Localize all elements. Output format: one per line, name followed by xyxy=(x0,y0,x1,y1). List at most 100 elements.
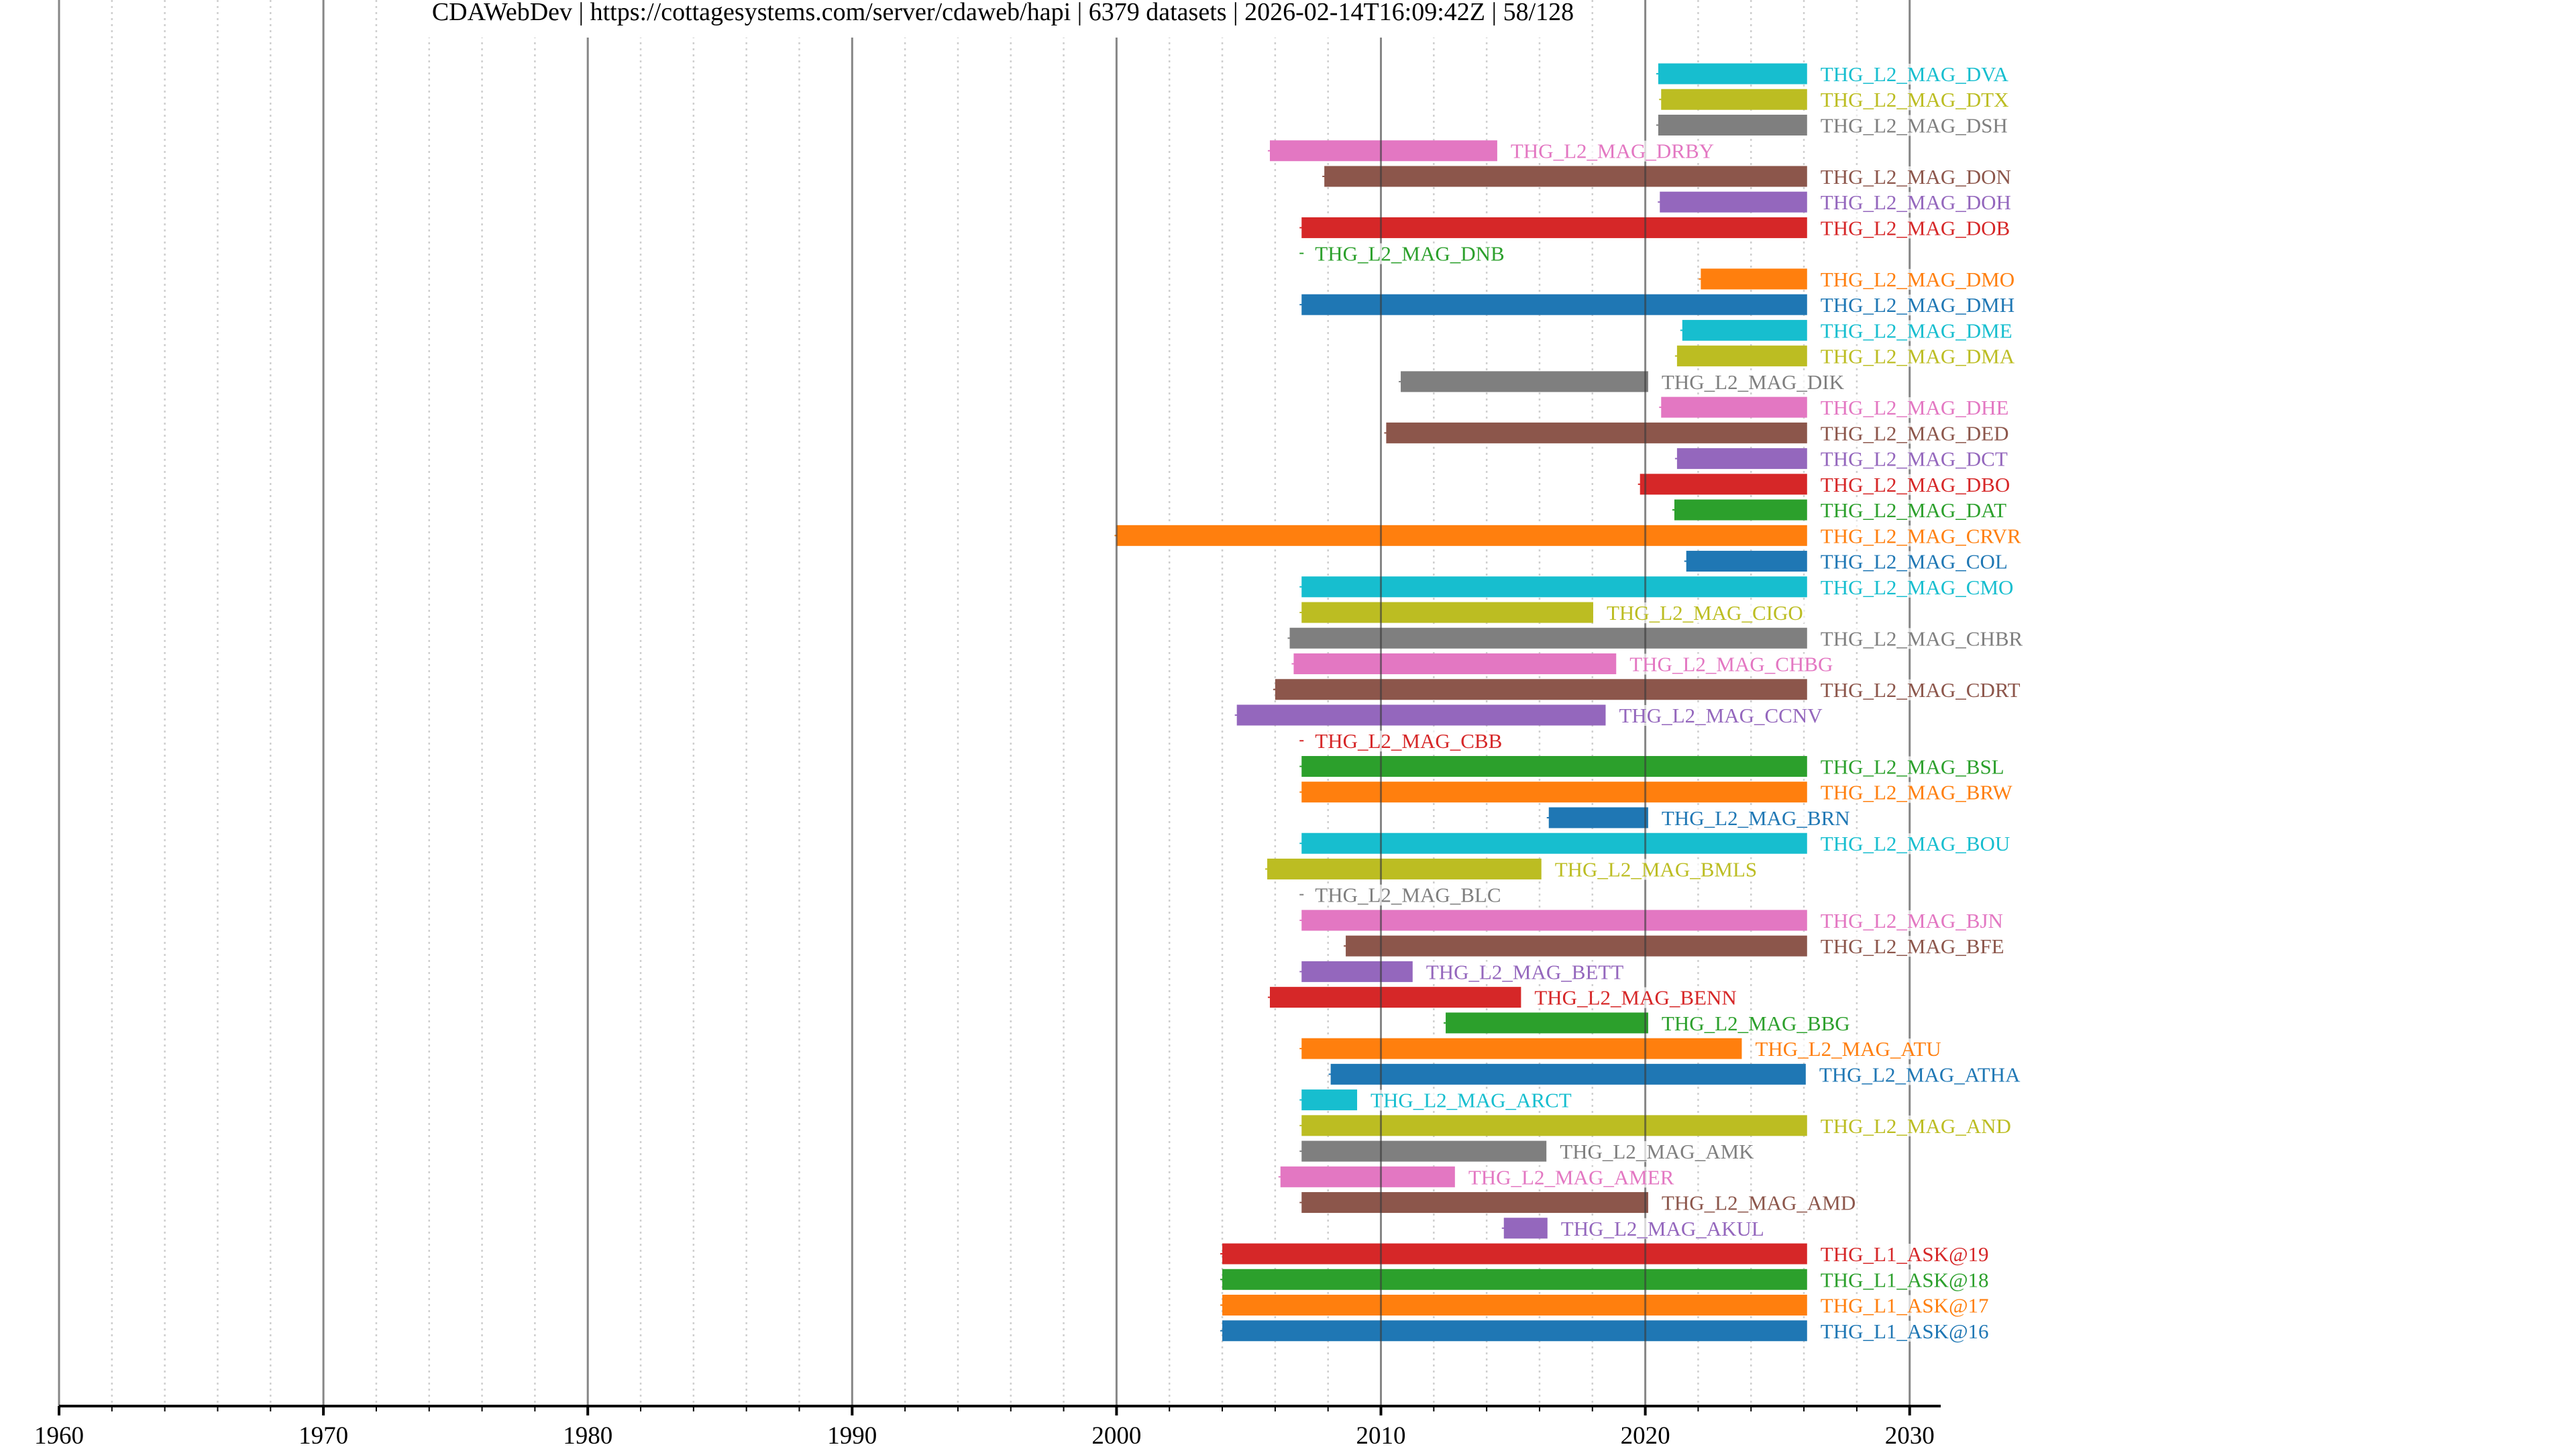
bar-label: THG_L2_MAG_CDRT xyxy=(1821,678,2021,702)
bar-label: THG_L2_MAG_DMH xyxy=(1821,293,2015,317)
bar-thg_l2_mag_dme xyxy=(1682,319,1807,341)
bar-label: THG_L1_ASK@18 xyxy=(1821,1268,1989,1291)
bar-thg_l2_mag_col xyxy=(1686,551,1807,572)
bar-label: THG_L2_MAG_BRN xyxy=(1662,806,1850,830)
bar-label-background xyxy=(1819,166,2012,187)
bar-label-background xyxy=(1819,397,2010,419)
bar-label-background xyxy=(1628,653,1835,675)
bar-label-background xyxy=(1369,1089,1573,1111)
bar-thg_l2_mag_dma xyxy=(1676,345,1807,367)
bar-thg_l2_mag_dbo xyxy=(1640,474,1807,495)
bar-label-background xyxy=(1553,859,1759,880)
bar-label: THG_L1_ASK@19 xyxy=(1821,1242,1989,1266)
bar-label-background xyxy=(1313,884,1503,906)
bar-thg_l2_mag_akul xyxy=(1503,1218,1548,1239)
bar-label: THG_L2_MAG_DMA xyxy=(1821,345,2015,368)
bar-label-background xyxy=(1819,474,2012,495)
bar-label: THG_L2_MAG_ARCT xyxy=(1371,1089,1572,1112)
bar-label-background xyxy=(1819,756,2006,777)
bar-label-background xyxy=(1819,1115,2012,1136)
bar-label-background xyxy=(1660,1192,1858,1214)
bar-label-background xyxy=(1533,987,1738,1008)
x-tick-label: 2000 xyxy=(1091,1422,1141,1449)
bar-label: THG_L2_MAG_CMO xyxy=(1821,576,2014,599)
bar-label: THG_L1_ASK@16 xyxy=(1821,1320,1989,1343)
bar-label-background xyxy=(1819,294,2017,316)
bar-label: THG_L2_MAG_DME xyxy=(1821,319,2012,342)
bar-label-background xyxy=(1819,576,2015,598)
bar-label: THG_L2_MAG_COL xyxy=(1821,550,2008,574)
bar-label: THG_L2_MAG_DTX xyxy=(1821,88,2009,111)
x-tick-label: 2020 xyxy=(1621,1422,1670,1449)
bar-label: THG_L2_MAG_DAT xyxy=(1821,498,2006,522)
bar-label-background xyxy=(1819,910,2004,931)
bar-thg_l2_mag_atu xyxy=(1301,1038,1742,1059)
bar-label: THG_L2_MAG_CIGO xyxy=(1607,601,1803,625)
bar-label-background xyxy=(1819,628,2025,649)
bar-label: THG_L2_MAG_BBG xyxy=(1662,1012,1850,1035)
bar-label: THG_L2_MAG_DHE xyxy=(1821,396,2009,419)
bar-label-background xyxy=(1819,500,2008,521)
bar-label: THG_L2_MAG_BENN xyxy=(1534,986,1736,1010)
bar-label-background xyxy=(1819,1269,1990,1291)
bar-thg_l1_ask@16 xyxy=(1222,1320,1807,1342)
bar-thg_l2_mag_amer xyxy=(1280,1166,1455,1187)
bar-label-background xyxy=(1313,731,1504,752)
x-tick-label: 1960 xyxy=(34,1422,84,1449)
bar-label: THG_L2_MAG_AMK xyxy=(1560,1140,1754,1163)
bar-label: THG_L2_MAG_AMD xyxy=(1662,1191,1856,1215)
bar-label-background xyxy=(1819,782,2015,803)
bar-label: THG_L1_ASK@17 xyxy=(1821,1294,1989,1318)
bar-label-background xyxy=(1313,243,1506,264)
bar-thg_l1_ask@19 xyxy=(1222,1243,1807,1265)
bar-label: THG_L2_MAG_DRBY xyxy=(1511,140,1714,163)
title-background xyxy=(419,0,1587,38)
bar-thg_l2_mag_chbg xyxy=(1293,653,1617,675)
bar-label: THG_L2_MAG_BMLS xyxy=(1555,857,1757,881)
bar-label-background xyxy=(1817,1064,2023,1085)
bar-thg_l2_mag_atha xyxy=(1330,1063,1806,1085)
bar-label: THG_L2_MAG_DBO xyxy=(1821,473,2010,496)
bar-label-background xyxy=(1819,268,2017,290)
bar-thg_l2_mag_cmo xyxy=(1301,576,1807,598)
bar-label-background xyxy=(1819,320,2014,341)
bar-label: THG_L2_MAG_ATHA xyxy=(1819,1063,2021,1086)
bar-label: THG_L2_MAG_BETT xyxy=(1426,960,1624,983)
bar-label-background xyxy=(1819,525,2023,547)
chart-title: CDAWebDev | https://cottagesystems.com/s… xyxy=(432,0,1574,26)
bar-thg_l1_ask@18 xyxy=(1222,1269,1807,1290)
chart-title-group: CDAWebDev | https://cottagesystems.com/s… xyxy=(419,0,1587,38)
bar-label-background xyxy=(1819,936,2006,957)
bar-label: THG_L2_MAG_CHBG xyxy=(1629,653,1833,676)
bar-label-background xyxy=(1660,371,1846,392)
bar-label: THG_L2_MAG_DNB xyxy=(1315,242,1504,266)
bar-label: THG_L2_MAG_CCNV xyxy=(1619,704,1823,727)
bar-thg_l2_mag_brw xyxy=(1301,782,1807,803)
bar-label-background xyxy=(1819,192,2012,213)
bar-label: THG_L2_MAG_DCT xyxy=(1821,447,2008,471)
x-tick-label: 2030 xyxy=(1885,1422,1935,1449)
major-gridlines xyxy=(58,0,1911,1406)
bar-thg_l2_mag_bjn xyxy=(1301,910,1807,931)
bar-label-background xyxy=(1819,89,2010,111)
bar-thg_l2_mag_dtx xyxy=(1661,89,1807,110)
bar-thg_l2_mag_bfe xyxy=(1346,935,1807,957)
bar-thg_l2_mag_cdrt xyxy=(1275,679,1807,700)
bar-label-background xyxy=(1819,448,2009,470)
x-tick-label: 1980 xyxy=(563,1422,612,1449)
bar-thg_l2_mag_dmh xyxy=(1301,294,1807,315)
bars-layer xyxy=(1114,63,1807,1342)
bar-label: THG_L2_MAG_ATU xyxy=(1755,1037,1941,1061)
x-tick-label: 1970 xyxy=(299,1422,348,1449)
bar-thg_l2_mag_bmls xyxy=(1267,858,1542,879)
x-tick-label: 1990 xyxy=(827,1422,877,1449)
bar-thg_l2_mag_dhe xyxy=(1661,396,1807,418)
bar-thg_l2_mag_bou xyxy=(1301,833,1807,854)
bar-thg_l2_mag_doh xyxy=(1660,191,1807,213)
bar-thg_l2_mag_dob xyxy=(1301,217,1807,238)
bar-thg_l2_mag_bett xyxy=(1301,961,1413,982)
bar-label-background xyxy=(1558,1141,1756,1163)
bar-label-background xyxy=(1660,807,1851,828)
bar-label: THG_L2_MAG_AND xyxy=(1821,1114,2011,1138)
x-tick-label: 2010 xyxy=(1356,1422,1406,1449)
